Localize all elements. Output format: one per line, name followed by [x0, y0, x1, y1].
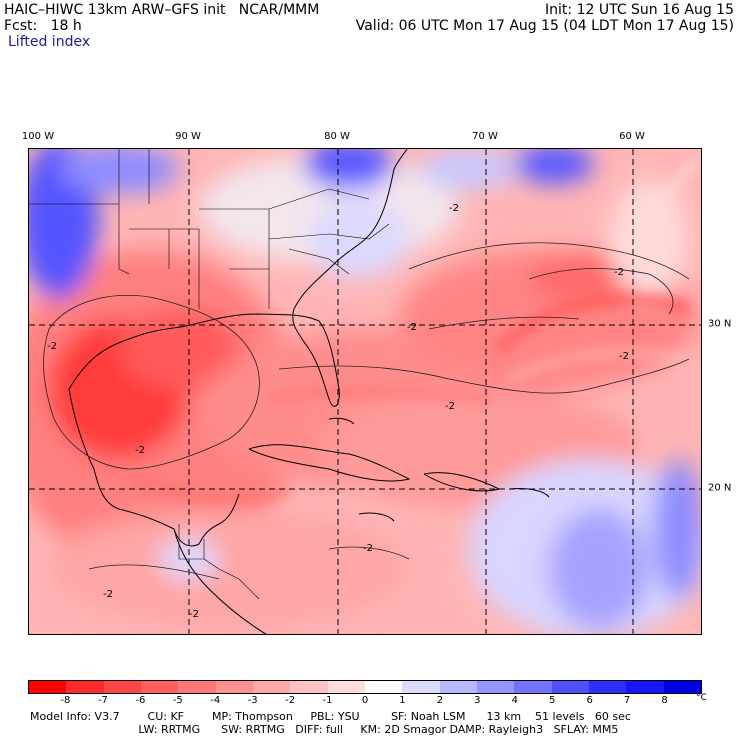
colorbar-tick-label: 5: [549, 695, 556, 706]
colorbar-tick-label: -1: [322, 695, 333, 706]
colorbar-tick-label: 8: [661, 695, 668, 706]
contour-label: -2: [619, 351, 629, 362]
colorbar-swatch: [140, 681, 179, 693]
colorbar-swatch: [66, 681, 104, 693]
lon-label-100w: 100 W: [21, 131, 55, 142]
lat-label-30n: 30 N: [708, 318, 732, 330]
colorbar-swatch: [290, 681, 328, 693]
colorbar-swatch: [327, 681, 365, 693]
map-canvas: -2 -2 -2 -2 -2 -2 -2 -2 -2 -2: [29, 149, 701, 634]
colorbar-tick-label: -7: [97, 695, 108, 706]
lat-lon-grid: [29, 149, 701, 634]
colorbar-tick-label: 4: [511, 695, 518, 706]
colorbar-unit: °C: [696, 693, 707, 703]
init-time: Init: 12 UTC Sun 16 Aug 15: [545, 2, 734, 18]
colorbar-tick-label: 7: [623, 695, 631, 706]
colorbar-tick-label: 3: [474, 695, 481, 706]
political-borders: [29, 149, 390, 600]
lon-label-90w: 90 W: [175, 131, 201, 142]
colorbar-swatch: [439, 681, 477, 693]
colorbar-tick-label: 2: [436, 695, 444, 706]
colorbar-tick-label: 1: [399, 695, 406, 706]
lon-label-70w: 70 W: [472, 131, 498, 142]
model-title: HAIC–HIWC 13km ARW–GFS init NCAR/MMM: [4, 2, 320, 18]
colorbar-tick-label: -5: [172, 695, 183, 706]
colorbar-swatch: [252, 681, 291, 693]
lon-label-60w: 60 W: [619, 131, 645, 142]
valid-time: Valid: 06 UTC Mon 17 Aug 15 (04 LDT Mon …: [355, 18, 734, 34]
model-info-line2: LW: RRTMG SW: RRTMG DIFF: full KM: 2D Sm…: [30, 723, 619, 736]
field-name: Lifted index: [8, 34, 91, 50]
lifted-index-map: -2 -2 -2 -2 -2 -2 -2 -2 -2 -2: [28, 148, 702, 635]
model-info-line1: Model Info: V3.7 CU: KF MP: Thompson PBL…: [30, 710, 631, 723]
colorbar-swatch: [29, 681, 67, 693]
contour-label: -2: [407, 322, 417, 333]
colorbar-swatch: [178, 681, 216, 693]
contour-label: -2: [189, 609, 199, 620]
colorbar-tick-label: -3: [247, 695, 258, 706]
colorbar-swatch: [551, 681, 589, 693]
contour-label: -2: [449, 203, 459, 214]
contour-label-group: -2 -2 -2 -2 -2 -2 -2 -2 -2 -2: [47, 203, 629, 620]
colorbar-tick-label: -4: [210, 695, 221, 706]
colorbar-swatch: [364, 681, 403, 693]
colorbar-swatch: [663, 681, 701, 693]
contour-label: -2: [103, 589, 113, 600]
contours-minus2: [43, 242, 690, 580]
colorbar-tick-label: 0: [361, 695, 369, 706]
colorbar-swatch: [402, 681, 440, 693]
colorbar-swatch: [103, 681, 141, 693]
colorbar-tick-label: -8: [60, 695, 71, 706]
contour-label: -2: [614, 267, 624, 278]
colorbar-swatch: [215, 681, 253, 693]
contour-label: -2: [445, 401, 455, 412]
colorbar-swatch: [588, 681, 627, 693]
colorbar-tick-label: -2: [285, 695, 296, 706]
colorbar-swatch: [626, 681, 664, 693]
colorbar-tick-label: 6: [586, 695, 593, 706]
contour-label: -2: [135, 445, 145, 456]
colorbar: [28, 680, 702, 694]
colorbar-swatch: [514, 681, 552, 693]
colorbar-swatch: [476, 681, 515, 693]
field-streaks: [127, 156, 701, 505]
contour-label: -2: [47, 341, 57, 352]
lat-label-20n: 20 N: [708, 482, 732, 494]
colorbar-tick-label: -6: [135, 695, 146, 706]
contour-label: -2: [363, 543, 373, 554]
lon-label-80w: 80 W: [324, 131, 350, 142]
forecast-hour: Fcst: 18 h: [4, 18, 82, 34]
